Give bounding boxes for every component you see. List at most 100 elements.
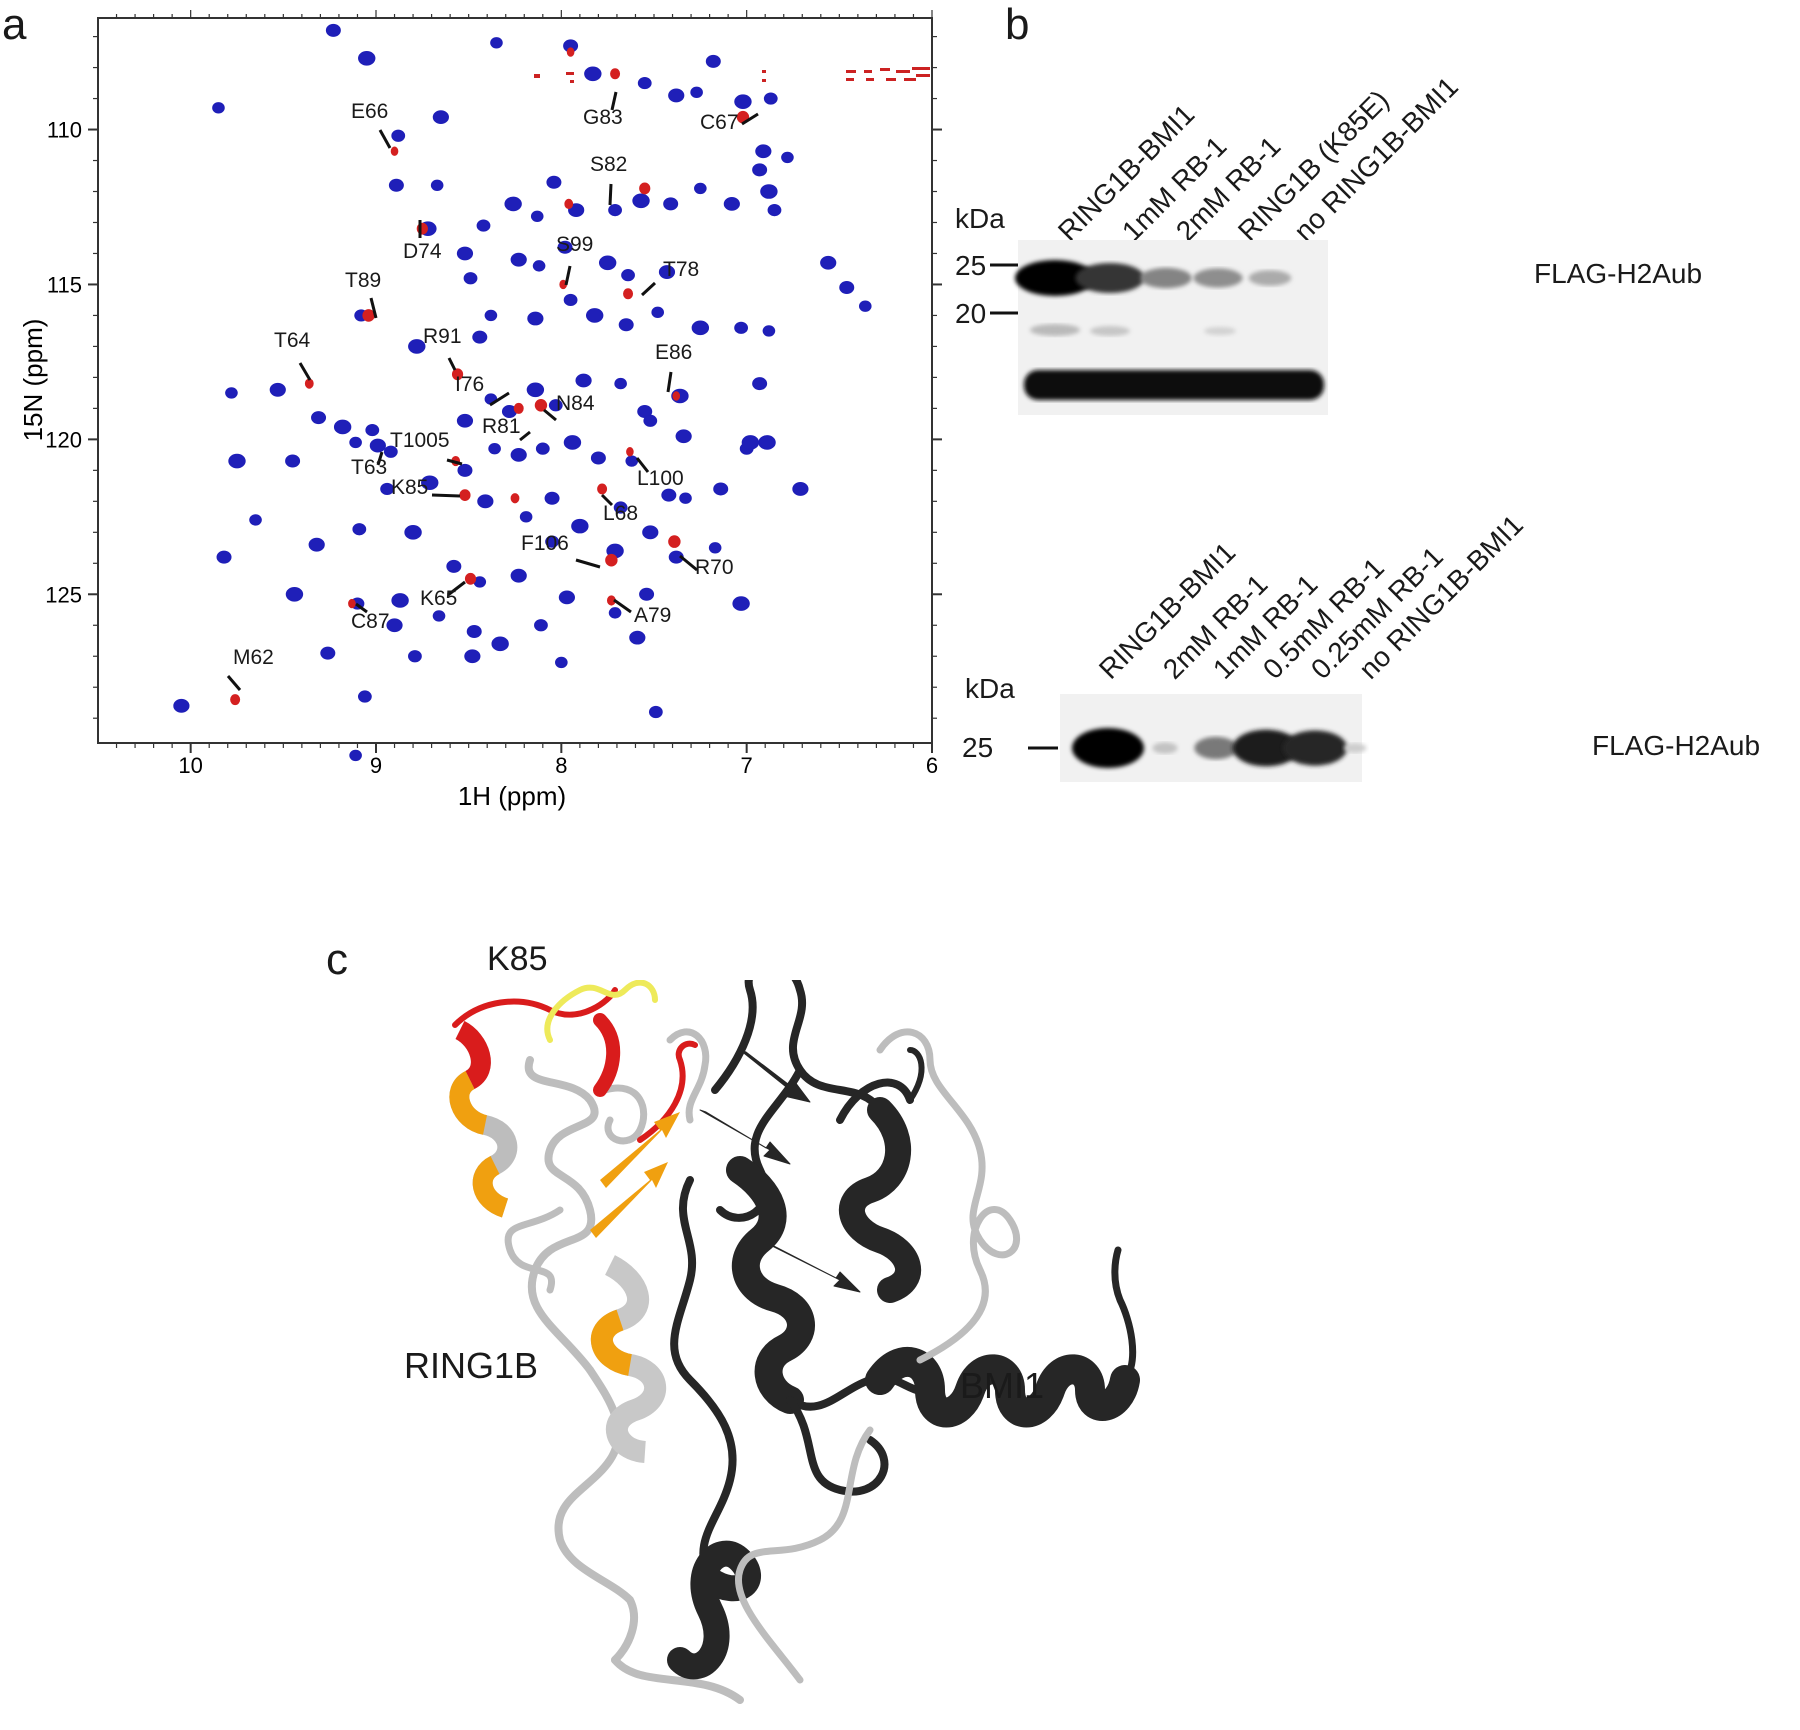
peak-label: I76 (455, 373, 484, 396)
nmr-peak (563, 293, 578, 307)
nmr-peak (675, 429, 692, 444)
nmr-peak (463, 272, 478, 285)
nmr-peak (349, 436, 362, 449)
ring1b-helix-c (590, 1255, 666, 1463)
peak-label: G83 (583, 106, 623, 129)
nmr-peak (510, 252, 527, 267)
nmr-peak (762, 325, 776, 337)
nmr-peak (358, 50, 376, 66)
nmr-peak (451, 368, 464, 381)
top-marker-25: 25 (955, 250, 987, 281)
nmr-peak (566, 47, 575, 57)
y-tick-label: 115 (47, 272, 82, 297)
nmr-peak (781, 151, 794, 164)
protein-structure (449, 980, 1140, 1704)
nmr-peak (642, 525, 659, 540)
blot-band (1140, 267, 1192, 289)
loading-band (1024, 370, 1324, 400)
nmr-peak (605, 553, 618, 567)
nmr-peak (504, 196, 522, 212)
nmr-peak (365, 423, 380, 437)
nmr-peak (421, 475, 439, 491)
peak-label: E86 (655, 341, 692, 364)
peak-annotations: E66 G83 C67 S82 D74 S99 T78 T89 T64 R91 E86 I76 N84 R… (233, 100, 739, 669)
nmr-peak (173, 698, 190, 713)
nmr-peak (269, 382, 286, 397)
panel-letter-b: b (1005, 0, 1030, 49)
nmr-peak (694, 182, 707, 195)
nmr-peak (597, 483, 608, 495)
nmr-peak (563, 435, 582, 450)
nmr-peak (548, 399, 563, 412)
nmr-peak (568, 203, 585, 217)
bmi1-grey-loops (735, 1028, 1020, 1684)
bmi1-long-helix (865, 1246, 1140, 1428)
nmr-peak (575, 373, 592, 388)
nmr-peak (404, 525, 422, 540)
nmr-peak (285, 454, 301, 468)
ring1b-label: RING1B (404, 1345, 539, 1386)
peak-label: E66 (351, 100, 388, 123)
h2aub-bands (1072, 728, 1367, 768)
nmr-peak (457, 463, 473, 477)
nmr-peak (530, 210, 544, 222)
nmr-peak (839, 281, 855, 295)
nmr-peak (758, 435, 776, 450)
nmr-peak (510, 447, 527, 462)
nmr-peak (658, 265, 676, 279)
peak-label: R70 (695, 556, 734, 579)
nmr-peak (432, 110, 449, 125)
peak-label: T64 (274, 329, 311, 352)
nmr-peak (513, 402, 524, 414)
nmr-peak (760, 184, 778, 199)
nmr-peak (534, 398, 548, 412)
nmr-peak (526, 382, 545, 398)
nmr-peak (249, 514, 262, 526)
nmr-peak (348, 598, 356, 609)
blot-band (1193, 268, 1243, 288)
panel-letter-c: c (326, 935, 348, 984)
nmr-peak (459, 489, 471, 502)
nmr-peak (584, 66, 602, 82)
peak-label: C67 (700, 111, 739, 134)
peak-label: S99 (556, 233, 593, 256)
nmr-peak (820, 255, 837, 270)
h2aub-bands (1015, 260, 1292, 296)
nmr-peak (752, 163, 768, 177)
nmr-peak (369, 438, 386, 453)
nmr-peak (510, 493, 520, 504)
nmr-peak (464, 572, 477, 585)
peak-label: K85 (391, 476, 428, 499)
nmr-peak (613, 501, 628, 514)
bmi1-label: BMI1 (960, 1365, 1045, 1406)
nmr-peak (598, 255, 617, 271)
nmr-peak (741, 435, 760, 450)
nmr-peak (734, 321, 749, 334)
nmr-peak (527, 311, 544, 326)
blot-band (1152, 742, 1178, 754)
y-axis-label: 15N (ppm) (18, 319, 48, 442)
nmr-peak (510, 568, 527, 583)
ring1b-strands (590, 1112, 680, 1238)
nmr-peak (668, 535, 681, 548)
nmr-peak (408, 650, 422, 663)
nmr-peak (432, 610, 446, 622)
nmr-peak (623, 288, 634, 300)
top-band-label: FLAG-H2Aub (1534, 258, 1703, 289)
x-tick-label: 9 (370, 753, 382, 778)
nmr-peak (608, 607, 622, 619)
peak-label: L68 (603, 502, 638, 525)
panel-letter-a: a (2, 0, 27, 49)
nmr-peak (383, 445, 398, 458)
nmr-peak (391, 593, 409, 608)
nmr-peak (545, 535, 559, 548)
nmr-peak (488, 442, 501, 455)
nmr-peak (608, 203, 622, 217)
nmr-peak (464, 649, 481, 664)
nmr-peak (643, 414, 658, 427)
y-tick-label: 120 (45, 427, 82, 452)
nmr-peak (637, 76, 652, 90)
blot-band (1072, 728, 1144, 768)
peak-label: L100 (637, 467, 684, 490)
nmr-peak (466, 624, 482, 638)
